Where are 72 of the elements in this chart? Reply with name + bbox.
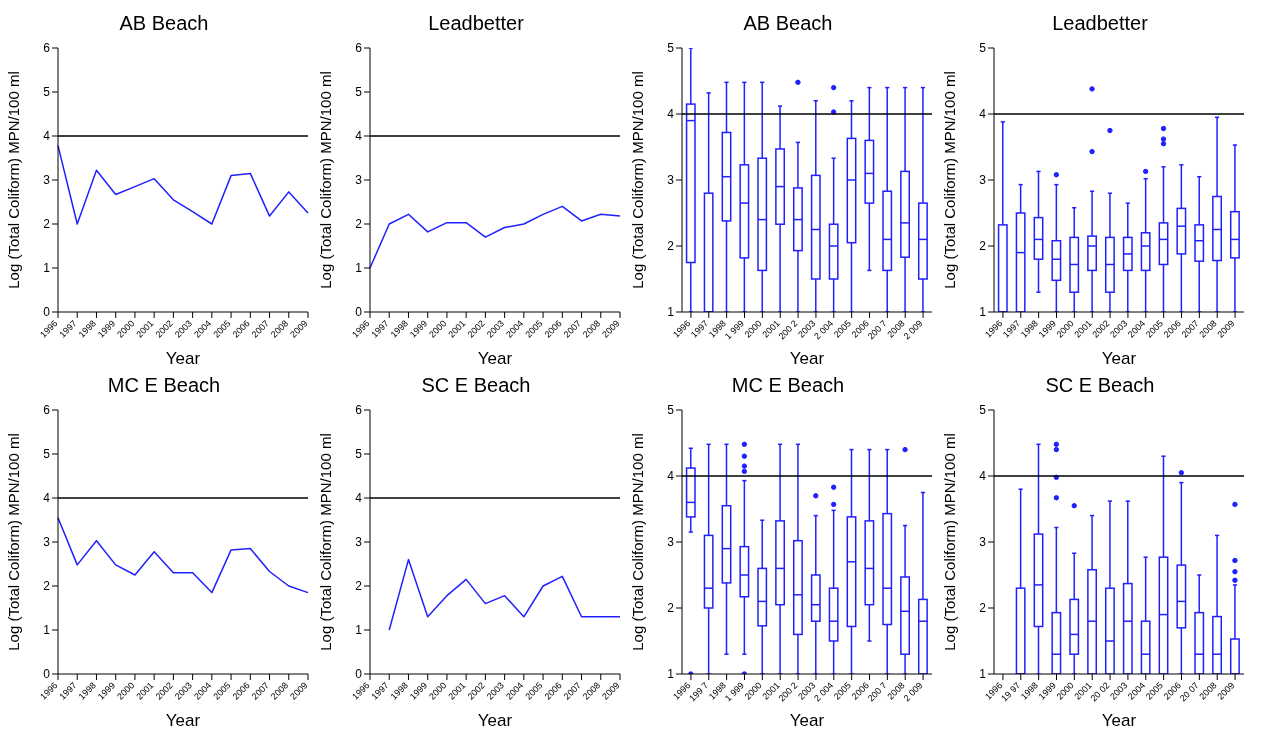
y-tick-label: 1 — [43, 261, 51, 276]
y-tick-label: 3 — [43, 535, 51, 550]
x-axis-title: Year — [165, 349, 201, 368]
y-tick-label: 6 — [355, 41, 363, 56]
chart-title: AB Beach — [118, 11, 210, 36]
y-tick-label: 5 — [667, 403, 675, 418]
chart-title: MC E Beach — [730, 373, 846, 398]
y-tick-label: 1 — [355, 261, 363, 276]
y-tick-label: 2 — [355, 217, 363, 232]
y-tick-label: 4 — [667, 469, 675, 484]
y-axis-title: Log (Total Coliform) MPN/100 ml — [941, 433, 959, 651]
y-tick-label: 3 — [667, 535, 675, 550]
y-axis-title: Log (Total Coliform) MPN/100 ml — [5, 71, 23, 289]
y-tick-label: 4 — [667, 107, 675, 122]
chart-title: SC E Beach — [420, 373, 532, 398]
y-axis-title: Log (Total Coliform) MPN/100 ml — [317, 71, 335, 289]
y-tick-label: 5 — [979, 403, 987, 418]
y-tick-label: 3 — [355, 173, 363, 188]
y-tick-label: 4 — [43, 491, 51, 506]
y-tick-label: 6 — [355, 403, 363, 418]
y-axis-title: Log (Total Coliform) MPN/100 ml — [5, 433, 23, 651]
chart-title: SC E Beach — [1044, 373, 1156, 398]
y-tick-label: 2 — [355, 579, 363, 594]
y-tick-label: 5 — [667, 41, 675, 56]
y-tick-label: 4 — [979, 469, 987, 484]
y-tick-label: 4 — [43, 129, 51, 144]
y-tick-label: 3 — [979, 535, 987, 550]
x-axis-title: Year — [165, 711, 201, 730]
y-tick-label: 6 — [43, 41, 51, 56]
y-tick-label: 3 — [667, 173, 675, 188]
y-tick-label: 1 — [667, 667, 675, 682]
y-axis-title: Log (Total Coliform) MPN/100 ml — [629, 71, 647, 289]
y-tick-label: 4 — [355, 491, 363, 506]
y-tick-label: 4 — [979, 107, 987, 122]
y-tick-label: 5 — [43, 85, 51, 100]
y-tick-label: 1 — [667, 305, 675, 320]
x-axis-title: Year — [477, 711, 513, 730]
y-tick-label: 3 — [43, 173, 51, 188]
y-tick-label: 5 — [355, 85, 363, 100]
chart-title: AB Beach — [742, 11, 834, 36]
y-tick-label: 1 — [355, 623, 363, 638]
x-axis-title: Year — [477, 349, 513, 368]
y-tick-label: 3 — [979, 173, 987, 188]
x-axis-title: Year — [789, 349, 825, 368]
y-tick-label: 0 — [355, 305, 363, 320]
y-axis-title: Log (Total Coliform) MPN/100 ml — [629, 433, 647, 651]
x-axis-title: Year — [1101, 349, 1137, 368]
y-tick-label: 0 — [43, 305, 51, 320]
y-tick-label: 2 — [667, 239, 675, 254]
y-tick-label: 2 — [43, 217, 51, 232]
y-axis-title: Log (Total Coliform) MPN/100 ml — [941, 71, 959, 289]
y-tick-label: 2 — [979, 601, 987, 616]
x-axis-title: Year — [789, 711, 825, 730]
y-tick-label: 5 — [979, 41, 987, 56]
y-tick-label: 2 — [43, 579, 51, 594]
y-tick-label: 1 — [979, 305, 987, 320]
y-tick-label: 1 — [979, 667, 987, 682]
y-axis-title: Log (Total Coliform) MPN/100 ml — [317, 433, 335, 651]
chart-title: MC E Beach — [106, 373, 222, 398]
y-tick-label: 0 — [355, 667, 363, 682]
y-tick-label: 6 — [43, 403, 51, 418]
chart-title: Leadbetter — [427, 11, 525, 36]
y-tick-label: 4 — [355, 129, 363, 144]
y-tick-label: 1 — [43, 623, 51, 638]
y-tick-label: 2 — [979, 239, 987, 254]
y-tick-label: 5 — [355, 447, 363, 462]
y-tick-label: 5 — [43, 447, 51, 462]
y-tick-label: 2 — [667, 601, 675, 616]
x-axis-title: Year — [1101, 711, 1137, 730]
y-tick-label: 0 — [43, 667, 51, 682]
y-tick-label: 3 — [355, 535, 363, 550]
chart-title: Leadbetter — [1051, 11, 1149, 36]
